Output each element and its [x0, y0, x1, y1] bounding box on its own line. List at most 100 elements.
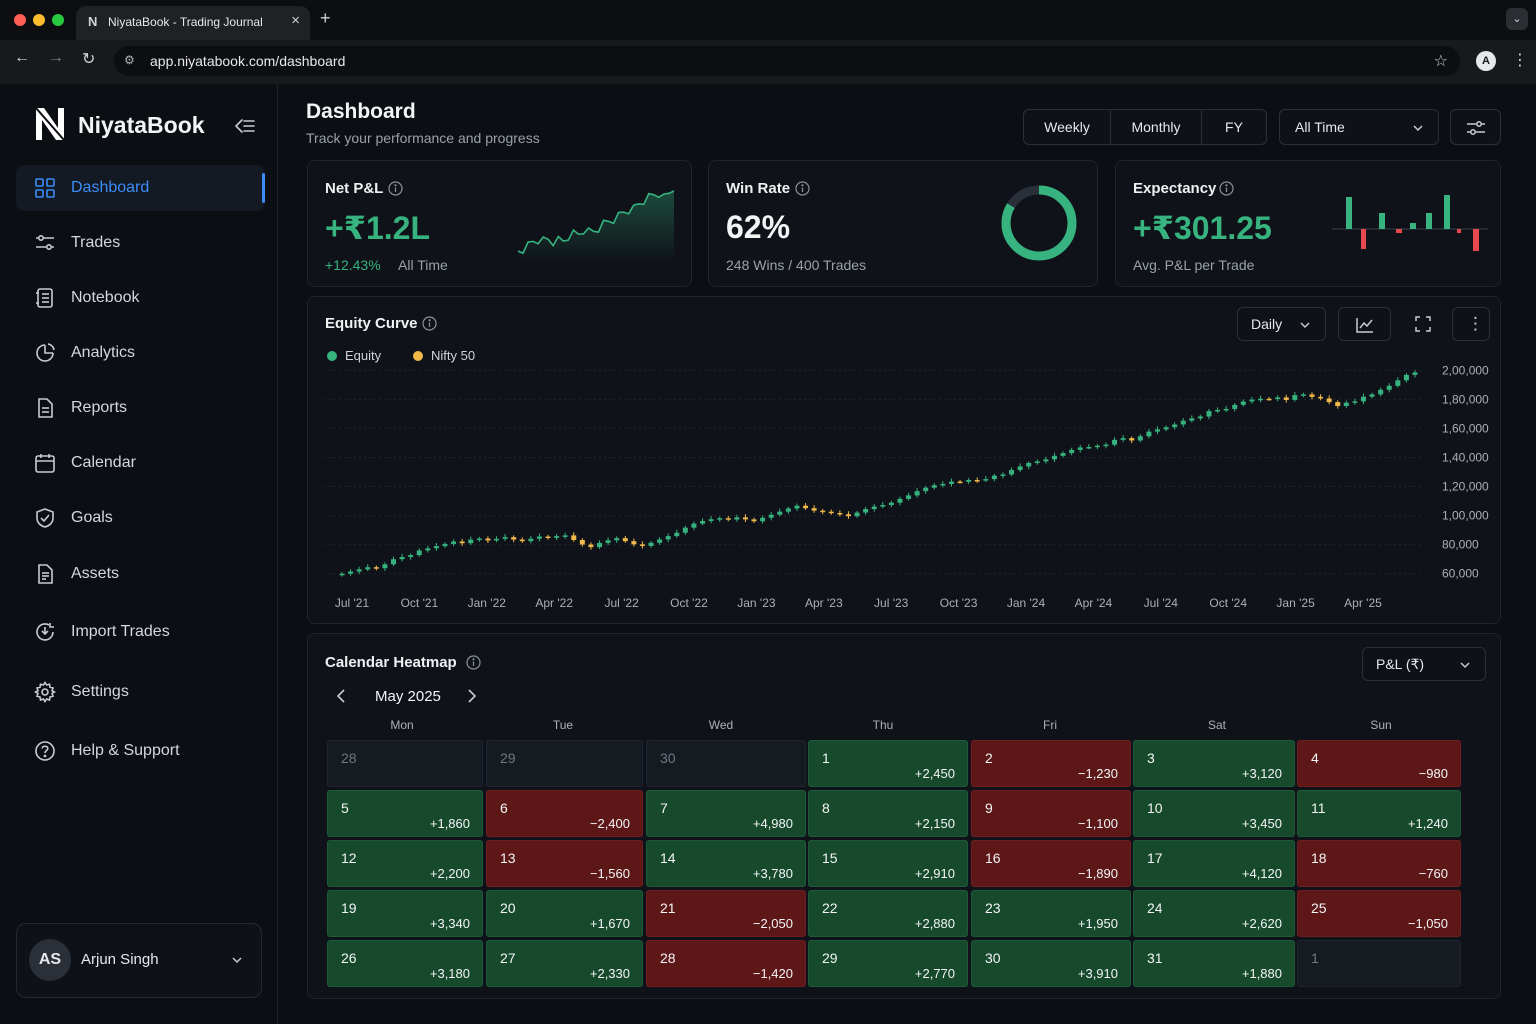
heatmap-day-cell[interactable]: 14 +3,780 [646, 840, 806, 887]
sidebar-item-analytics[interactable]: Analytics [16, 330, 265, 376]
candle-body [897, 498, 903, 503]
sidebar-item-reports[interactable]: Reports [16, 385, 265, 431]
heatmap-day-cell[interactable]: 11 +1,240 [1297, 790, 1461, 837]
day-number: 21 [660, 900, 676, 916]
heatmap-day-cell[interactable]: 9 −1,100 [971, 790, 1131, 837]
prev-month-icon[interactable] [335, 688, 347, 704]
bookmark-star-icon[interactable]: ☆ [1433, 53, 1448, 70]
info-icon[interactable] [422, 316, 437, 331]
candle-body [1051, 455, 1057, 460]
maximize-window-button[interactable] [52, 14, 64, 26]
day-pnl: +3,450 [1241, 816, 1282, 831]
sidebar-item-assets[interactable]: Assets [16, 551, 265, 597]
browser-profile-avatar[interactable]: A [1476, 51, 1496, 71]
net-pnl-sparkline [517, 190, 675, 261]
candle-body [1300, 394, 1306, 396]
sidebar-item-import-trades[interactable]: Import Trades [16, 609, 265, 655]
new-tab-button[interactable]: + [320, 8, 331, 28]
filters-button[interactable] [1450, 109, 1501, 145]
heatmap-day-cell[interactable]: 6 −2,400 [486, 790, 643, 837]
collapse-sidebar-icon[interactable] [234, 117, 256, 135]
sidebar-item-trades[interactable]: Trades [16, 220, 265, 266]
heatmap-day-cell[interactable]: 31 +1,880 [1133, 940, 1295, 987]
heatmap-day-cell[interactable]: 2 −1,230 [971, 740, 1131, 787]
next-month-icon[interactable] [466, 688, 478, 704]
minimize-window-button[interactable] [33, 14, 45, 26]
reload-icon[interactable]: ↻ [82, 51, 96, 68]
browser-tab[interactable]: N NiyataBook - Trading Journal × [76, 6, 310, 40]
candle-body [863, 509, 869, 513]
sidebar-item-settings[interactable]: Settings [16, 669, 265, 715]
heatmap-day-cell[interactable]: 17 +4,120 [1133, 840, 1295, 887]
heatmap-day-cell[interactable]: 15 +2,910 [808, 840, 968, 887]
heatmap-day-cell[interactable]: 30 [646, 740, 806, 787]
period-weekly-button[interactable]: Weekly [1024, 110, 1111, 144]
site-settings-icon[interactable]: ⚙ [124, 53, 135, 67]
candle-body [845, 514, 851, 517]
heatmap-day-cell[interactable]: 30 +3,910 [971, 940, 1131, 987]
heatmap-day-cell[interactable]: 28 [327, 740, 483, 787]
info-icon[interactable] [388, 181, 403, 196]
address-bar[interactable]: ⚙ app.niyatabook.com/dashboard ☆ [114, 46, 1460, 76]
heatmap-day-cell[interactable]: 18 −760 [1297, 840, 1461, 887]
heatmap-day-cell[interactable]: 25 −1,050 [1297, 890, 1461, 937]
day-number: 16 [985, 850, 1001, 866]
chart-type-button[interactable] [1338, 307, 1391, 341]
tab-search-button[interactable]: ⌄ [1506, 8, 1528, 30]
heatmap-day-cell[interactable]: 21 −2,050 [646, 890, 806, 937]
heatmap-day-cell[interactable]: 22 +2,880 [808, 890, 968, 937]
day-number: 11 [1311, 800, 1326, 816]
info-icon[interactable] [1219, 181, 1234, 196]
heatmap-day-cell[interactable]: 4 −980 [1297, 740, 1461, 787]
heatmap-day-cell[interactable]: 10 +3,450 [1133, 790, 1295, 837]
sidebar-item-notebook[interactable]: Notebook [16, 275, 265, 321]
user-menu[interactable]: AS Arjun Singh [16, 923, 262, 998]
heatmap-day-cell[interactable]: 26 +3,180 [327, 940, 483, 987]
heatmap-day-cell[interactable]: 5 +1,860 [327, 790, 483, 837]
heatmap-day-cell[interactable]: 20 +1,670 [486, 890, 643, 937]
close-tab-icon[interactable]: × [291, 12, 300, 29]
forward-icon[interactable]: → [48, 49, 64, 66]
sidebar-item-label: Trades [71, 234, 121, 251]
sidebar-item-dashboard[interactable]: Dashboard [16, 165, 265, 211]
heatmap-day-cell[interactable]: 1 +2,450 [808, 740, 968, 787]
heatmap-day-cell[interactable]: 19 +3,340 [327, 890, 483, 937]
sidebar-item-calendar[interactable]: Calendar [16, 440, 265, 486]
sliders-icon [36, 234, 54, 251]
heatmap-day-cell[interactable]: 16 −1,890 [971, 840, 1131, 887]
heatmap-day-cell[interactable]: 12 +2,200 [327, 840, 483, 887]
heatmap-day-cell[interactable]: 27 +2,330 [486, 940, 643, 987]
day-pnl: −1,420 [752, 966, 793, 981]
date-range-value: All Time [1295, 119, 1345, 135]
heatmap-day-cell[interactable]: 8 +2,150 [808, 790, 968, 837]
candle-body [408, 555, 414, 558]
sidebar-item-goals[interactable]: Goals [16, 495, 265, 541]
heatmap-day-cell[interactable]: 13 −1,560 [486, 840, 643, 887]
info-icon[interactable] [466, 655, 481, 670]
day-number: 6 [500, 800, 508, 816]
back-icon[interactable]: ← [14, 49, 30, 66]
heatmap-day-cell[interactable]: 29 [486, 740, 643, 787]
info-icon[interactable] [795, 181, 810, 196]
heatmap-day-cell[interactable]: 28 −1,420 [646, 940, 806, 987]
heatmap-day-cell[interactable]: 1 [1297, 940, 1461, 987]
heatmap-day-cell[interactable]: 7 +4,980 [646, 790, 806, 837]
period-monthly-button[interactable]: Monthly [1111, 110, 1202, 144]
period-fy-button[interactable]: FY [1225, 119, 1243, 135]
equity-curve-card: Equity Curve Equity Nifty 50 Daily ⋮ 2,0… [307, 296, 1501, 624]
browser-menu-icon[interactable]: ⋮ [1512, 52, 1528, 69]
day-number: 3 [1147, 750, 1155, 766]
heatmap-day-cell[interactable]: 24 +2,620 [1133, 890, 1295, 937]
heatmap-day-cell[interactable]: 23 +1,950 [971, 890, 1131, 937]
sidebar-item-help-support[interactable]: Help & Support [16, 728, 265, 774]
fullscreen-button[interactable] [1403, 307, 1445, 341]
close-window-button[interactable] [14, 14, 26, 26]
heatmap-day-cell[interactable]: 29 +2,770 [808, 940, 968, 987]
heatmap-day-cell[interactable]: 3 +3,120 [1133, 740, 1295, 787]
date-range-select[interactable]: All Time [1279, 109, 1439, 145]
candle-body [682, 527, 688, 533]
more-options-button[interactable]: ⋮ [1452, 307, 1490, 341]
candle-body [1017, 466, 1023, 470]
interval-select[interactable]: Daily [1237, 307, 1326, 341]
metric-select[interactable]: P&L (₹) [1362, 647, 1486, 681]
